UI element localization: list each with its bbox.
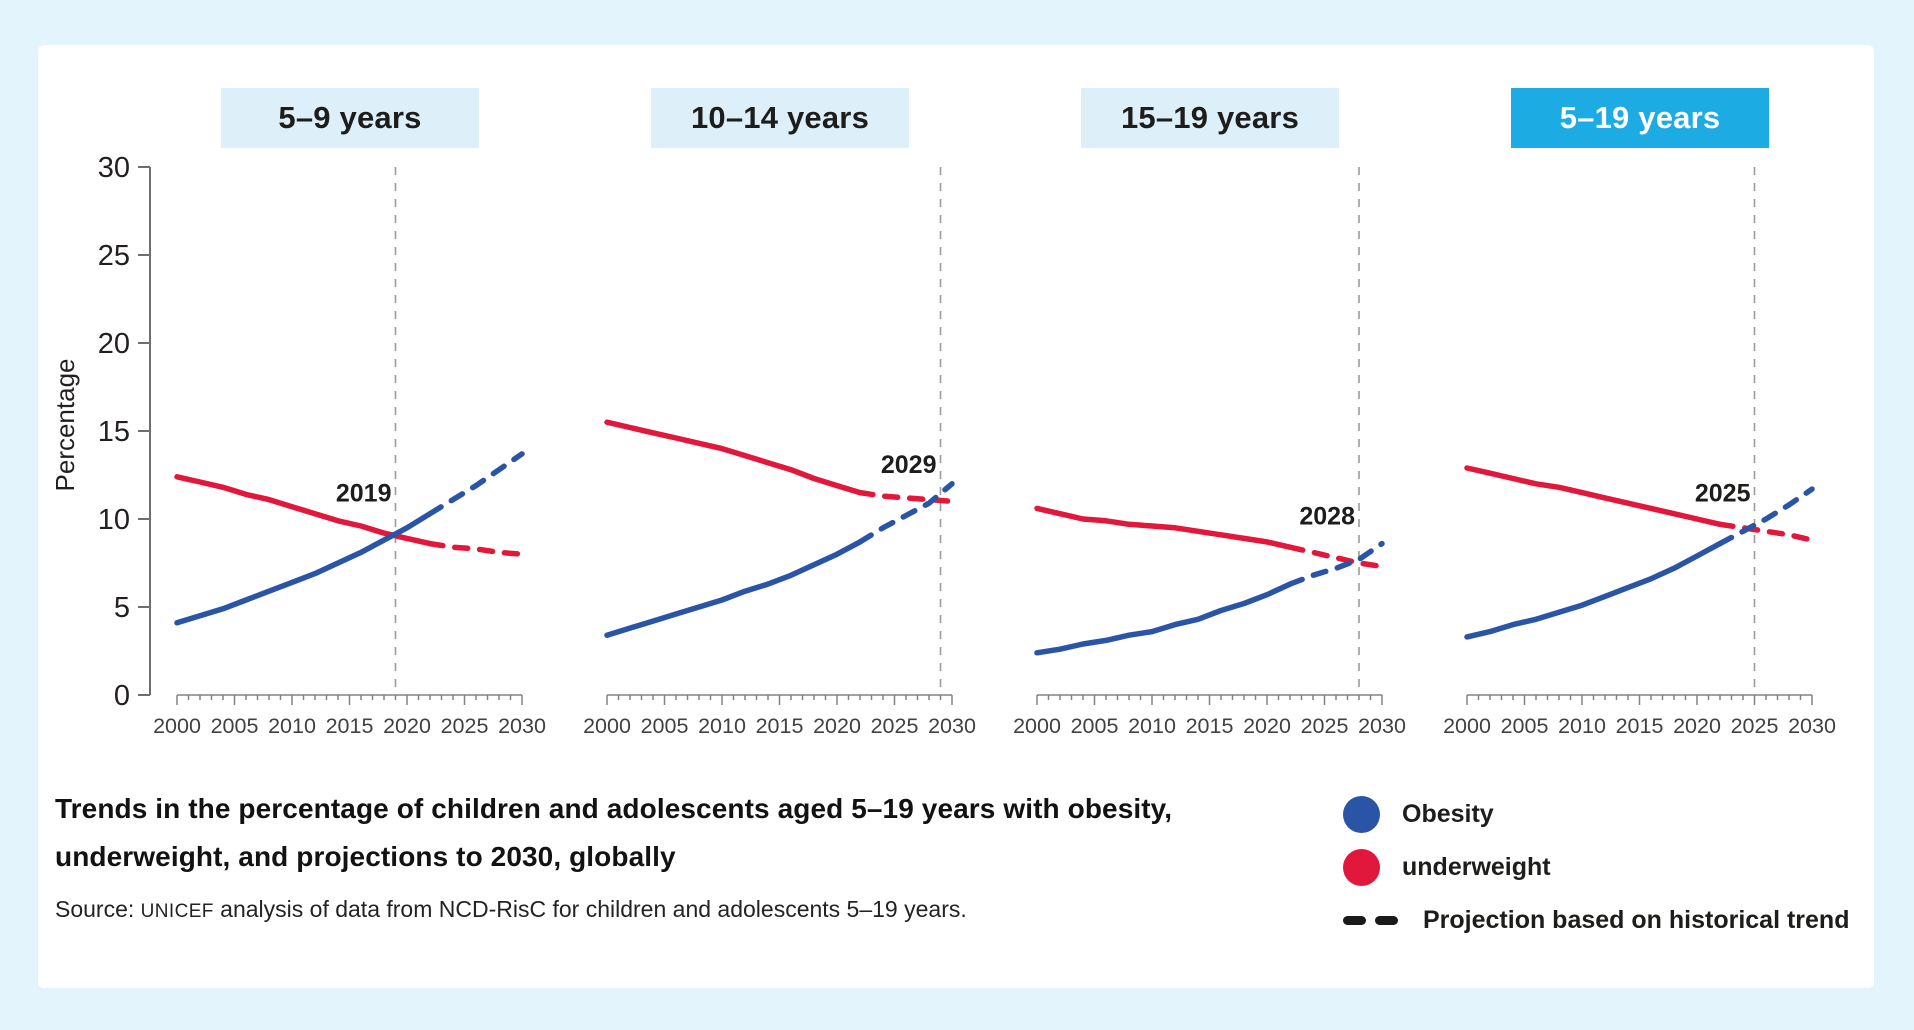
source-note: Source: UNICEF analysis of data from NCD… bbox=[55, 896, 1172, 923]
svg-text:2015: 2015 bbox=[326, 714, 374, 738]
svg-text:2005: 2005 bbox=[211, 714, 259, 738]
svg-text:2015: 2015 bbox=[756, 714, 804, 738]
svg-text:2025: 2025 bbox=[871, 714, 919, 738]
svg-text:2030: 2030 bbox=[498, 714, 546, 738]
legend-item-underweight: underweight bbox=[1343, 848, 1849, 886]
svg-text:2005: 2005 bbox=[1071, 714, 1119, 738]
legend: Obesity underweight Projection based on … bbox=[1343, 795, 1849, 939]
source-text: analysis of data from NCD-RisC for child… bbox=[213, 896, 967, 922]
panel-header-5-19-years: 5–19 years bbox=[1511, 88, 1769, 148]
svg-text:2020: 2020 bbox=[1243, 714, 1291, 738]
figure-caption: Trends in the percentage of children and… bbox=[55, 785, 1172, 923]
svg-text:2019: 2019 bbox=[336, 479, 392, 507]
svg-text:2025: 2025 bbox=[1301, 714, 1349, 738]
svg-text:2025: 2025 bbox=[1731, 714, 1779, 738]
underweight-dot-icon bbox=[1343, 848, 1380, 886]
panel-header-5-9-years: 5–9 years bbox=[221, 88, 479, 148]
svg-text:2005: 2005 bbox=[1501, 714, 1549, 738]
svg-text:Percentage: Percentage bbox=[50, 359, 80, 492]
svg-text:2028: 2028 bbox=[1299, 502, 1355, 530]
svg-text:25: 25 bbox=[98, 240, 130, 272]
panel-header-15-19-years: 15–19 years bbox=[1081, 88, 1339, 148]
legend-label-projection: Projection based on historical trend bbox=[1423, 905, 1850, 934]
projection-dash-icon bbox=[1343, 915, 1401, 925]
svg-text:2030: 2030 bbox=[928, 714, 976, 738]
svg-text:2020: 2020 bbox=[383, 714, 431, 738]
panel-header-10-14-years: 10–14 years bbox=[651, 88, 909, 148]
legend-item-projection: Projection based on historical trend bbox=[1343, 901, 1849, 939]
figure-title-line2: underweight, and projections to 2030, gl… bbox=[55, 841, 676, 872]
svg-text:20: 20 bbox=[98, 328, 130, 360]
svg-text:10: 10 bbox=[98, 504, 130, 536]
svg-text:2010: 2010 bbox=[1558, 714, 1606, 738]
legend-label-obesity: Obesity bbox=[1402, 799, 1494, 828]
svg-text:2005: 2005 bbox=[641, 714, 689, 738]
svg-text:30: 30 bbox=[98, 152, 130, 184]
svg-text:2000: 2000 bbox=[1443, 714, 1491, 738]
svg-text:2030: 2030 bbox=[1358, 714, 1406, 738]
svg-text:0: 0 bbox=[114, 680, 130, 712]
chart-card: 0 5 10 15 20 25 30 Percentage 2000 2005 2010 2015 20… bbox=[38, 45, 1874, 988]
svg-text:5: 5 bbox=[114, 592, 130, 624]
svg-text:2025: 2025 bbox=[1695, 479, 1751, 507]
figure-title-line1: Trends in the percentage of children and… bbox=[55, 793, 1173, 824]
svg-text:2015: 2015 bbox=[1616, 714, 1664, 738]
obesity-dot-icon bbox=[1343, 795, 1380, 833]
svg-text:2000: 2000 bbox=[153, 714, 201, 738]
source-prefix: Source: bbox=[55, 896, 141, 922]
svg-text:2020: 2020 bbox=[813, 714, 861, 738]
svg-text:2000: 2000 bbox=[583, 714, 631, 738]
svg-text:2010: 2010 bbox=[698, 714, 746, 738]
source-unicef: UNICEF bbox=[140, 901, 214, 922]
svg-text:2029: 2029 bbox=[881, 451, 937, 479]
svg-text:2010: 2010 bbox=[268, 714, 316, 738]
svg-text:2000: 2000 bbox=[1013, 714, 1061, 738]
svg-text:2010: 2010 bbox=[1128, 714, 1176, 738]
legend-item-obesity: Obesity bbox=[1343, 795, 1849, 833]
svg-text:15: 15 bbox=[98, 416, 130, 448]
svg-text:2020: 2020 bbox=[1673, 714, 1721, 738]
legend-label-underweight: underweight bbox=[1402, 852, 1551, 881]
svg-text:2025: 2025 bbox=[441, 714, 489, 738]
svg-text:2030: 2030 bbox=[1788, 714, 1836, 738]
svg-text:2015: 2015 bbox=[1186, 714, 1234, 738]
